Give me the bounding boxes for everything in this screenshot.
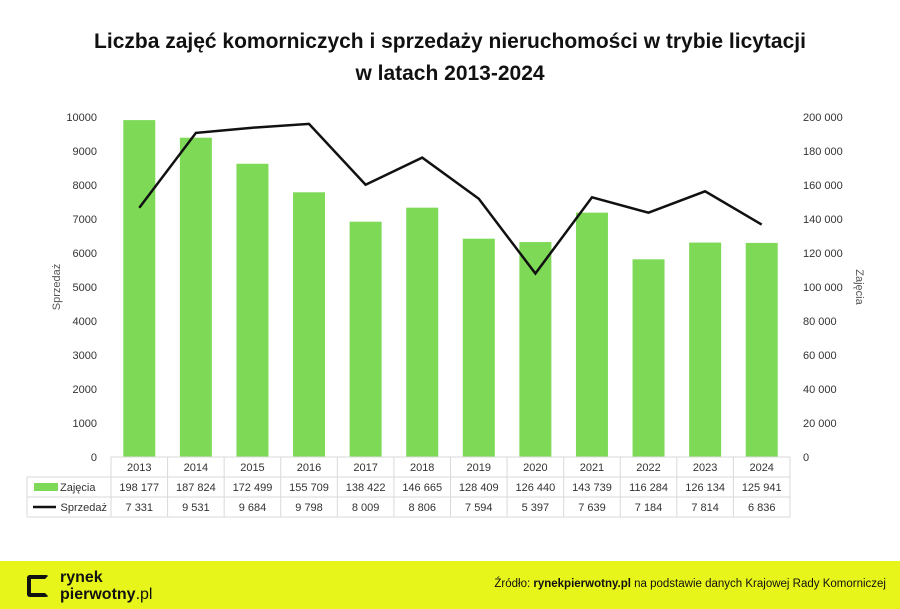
logo-line-1: rynek xyxy=(60,569,103,586)
table-cell-zajecia: 198 177 xyxy=(119,482,159,494)
line-sprzedaz xyxy=(138,122,763,276)
table-cell-sprzedaz: 8 806 xyxy=(408,502,436,514)
source-note: Źródło: rynekpierwotny.pl na podstawie d… xyxy=(494,578,886,590)
logo-suffix: .pl xyxy=(135,586,153,603)
table-cell-zajecia: 128 409 xyxy=(459,482,499,494)
bar-zajecia xyxy=(293,192,326,458)
y-right-axis-title: Zajęcia xyxy=(853,269,865,305)
y-left-tick-label: 3000 xyxy=(73,350,97,362)
table-cell-zajecia: 172 499 xyxy=(233,482,273,494)
table-cell-sprzedaz: 9 684 xyxy=(239,502,267,514)
table-cell-sprzedaz: 7 331 xyxy=(126,502,154,514)
chart-area: 0 1000 2000 3000 4000 5000 6000 7000 8000 9000 100… xyxy=(26,112,865,518)
table-cell-sprzedaz: 8 009 xyxy=(352,502,380,514)
table-cell-sprzedaz: 7 639 xyxy=(578,502,606,514)
y-left-tick-label: 8000 xyxy=(73,180,97,192)
y-left-axis-title: Sprzedaż xyxy=(51,264,63,310)
y-left-tick-label: 7000 xyxy=(73,214,97,226)
table-cell-sprzedaz: 7 814 xyxy=(691,502,719,514)
bar-zajecia xyxy=(632,259,665,457)
brand-logo-text[interactable]: rynek pierwotny.pl xyxy=(60,569,152,603)
y-right-tick-label: 140 000 xyxy=(803,214,843,226)
y-left-tick-label: 2000 xyxy=(73,384,97,396)
legend-label-zajecia: Zajęcia xyxy=(60,482,96,494)
table-cell-sprzedaz: 5 397 xyxy=(522,502,550,514)
table-cell-zajecia: 187 824 xyxy=(176,482,216,494)
chart-title: Liczba zajęć komorniczych i sprzedaży ni… xyxy=(0,26,900,90)
logo-line-2: pierwotny.pl xyxy=(60,586,152,603)
y-right-tick-label: 20 000 xyxy=(803,418,837,430)
y-right-tick-label: 180 000 xyxy=(803,146,843,158)
bar-zajecia xyxy=(406,207,439,457)
x-tick-label: 2023 xyxy=(693,462,717,474)
y-right-tick-label: 40 000 xyxy=(803,384,837,396)
bar-zajecia xyxy=(575,212,608,457)
x-tick-label: 2019 xyxy=(467,462,491,474)
table-cell-zajecia: 116 284 xyxy=(629,482,668,494)
bar-zajecia xyxy=(745,242,778,457)
y-left-tick-label: 1000 xyxy=(73,418,97,430)
x-tick-label: 2024 xyxy=(749,462,773,474)
y-right-tick-label: 200 000 xyxy=(803,112,843,124)
x-tick-label: 2020 xyxy=(523,462,547,474)
brand-logo-icon xyxy=(27,575,49,597)
table-cell-zajecia: 138 422 xyxy=(346,482,386,494)
chart-title-line-1: Liczba zajęć komorniczych i sprzedaży ni… xyxy=(94,30,806,53)
y-right-tick-label: 0 xyxy=(803,452,809,464)
bar-zajecia xyxy=(179,137,212,457)
y-left-tick-label: 10000 xyxy=(66,112,97,124)
table-cell-sprzedaz: 6 836 xyxy=(748,502,776,514)
table-cell-zajecia: 125 941 xyxy=(742,482,782,494)
legend-label-sprzedaz: Sprzedaż xyxy=(61,502,107,514)
table-cell-sprzedaz: 7 594 xyxy=(465,502,493,514)
footer-bar: rynek pierwotny.pl Źródło: rynekpierwotn… xyxy=(0,561,900,609)
x-tick-label: 2021 xyxy=(580,462,604,474)
y-left-tick-label: 5000 xyxy=(73,282,97,294)
table-cell-sprzedaz: 7 184 xyxy=(635,502,663,514)
bar-zajecia xyxy=(123,120,156,458)
table-cell-sprzedaz: 9 531 xyxy=(182,502,210,514)
source-site[interactable]: rynekpierwotny.pl xyxy=(533,578,631,590)
x-tick-label: 2015 xyxy=(240,462,264,474)
legend-swatch-zajecia xyxy=(34,483,58,491)
x-tick-label: 2014 xyxy=(184,462,208,474)
chart-title-line-2: w latach 2013-2024 xyxy=(355,62,545,85)
x-tick-label: 2018 xyxy=(410,462,434,474)
x-tick-label: 2016 xyxy=(297,462,321,474)
table-cell-zajecia: 143 739 xyxy=(572,482,612,494)
table-cell-zajecia: 155 709 xyxy=(289,482,329,494)
y-left-tick-label: 9000 xyxy=(73,146,97,158)
table-cell-zajecia: 146 665 xyxy=(402,482,442,494)
source-prefix: Źródło: xyxy=(494,578,534,590)
y-right-tick-label: 80 000 xyxy=(803,316,837,328)
bar-zajecia xyxy=(519,242,552,457)
x-tick-label: 2022 xyxy=(636,462,660,474)
logo-name: pierwotny xyxy=(60,586,136,603)
table-cell-zajecia: 126 134 xyxy=(685,482,725,494)
y-right-tick-label: 60 000 xyxy=(803,350,837,362)
x-tick-label: 2017 xyxy=(353,462,377,474)
x-tick-label: 2013 xyxy=(127,462,151,474)
table-cell-zajecia: 126 440 xyxy=(515,482,555,494)
bar-zajecia xyxy=(349,221,382,457)
bar-zajecia xyxy=(236,163,269,457)
y-right-tick-label: 120 000 xyxy=(803,248,843,260)
y-left-tick-label: 6000 xyxy=(73,248,97,260)
y-right-tick-label: 100 000 xyxy=(803,282,843,294)
source-rest: na podstawie danych Krajowej Rady Komorn… xyxy=(630,578,886,590)
y-left-tick-label: 0 xyxy=(91,452,97,464)
bar-zajecia xyxy=(689,242,722,457)
table-cell-sprzedaz: 9 798 xyxy=(295,502,323,514)
y-right-tick-label: 160 000 xyxy=(803,180,843,192)
bar-zajecia xyxy=(462,238,495,457)
y-left-tick-label: 4000 xyxy=(73,316,97,328)
